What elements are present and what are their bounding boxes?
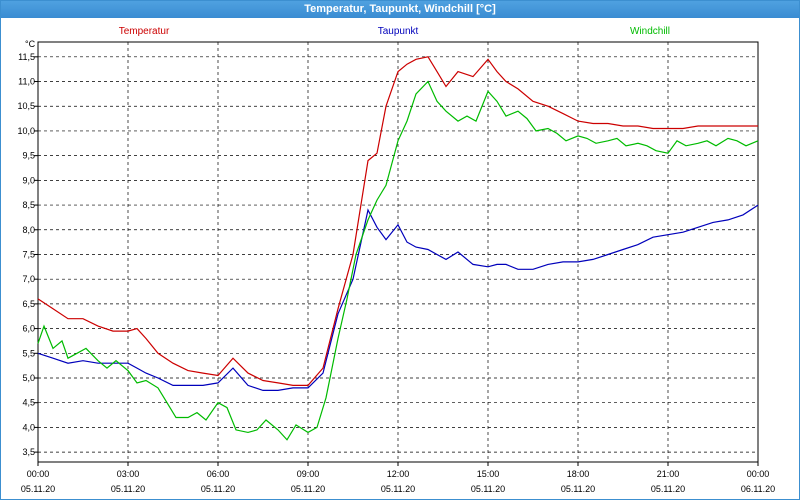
x-tick-time-label: 03:00 [117, 469, 140, 479]
y-tick-label: 3,5 [22, 447, 35, 457]
x-tick-time-label: 00:00 [747, 469, 770, 479]
series-line-temperatur [37, 56, 758, 386]
y-tick-label: 6,0 [22, 324, 35, 334]
x-tick-time-label: 12:00 [387, 469, 410, 479]
x-tick-time-label: 09:00 [297, 469, 320, 479]
x-tick-date-label: 06.11.20 [741, 484, 775, 494]
legend-label-temperatur: Temperatur [119, 26, 170, 37]
series-line-taupunkt [37, 204, 759, 391]
x-axis-ticks: 00:00 05.11.20 03:00 05.11.20 06:00 05.11.20 0… [21, 462, 775, 494]
y-axis-ticks: 3,5 4,0 4,5 5,0 5,5 6,0 6,5 7,0 7,5 8,0 8,5 9,0 9,5 1… [17, 52, 38, 457]
series-lines [37, 56, 759, 441]
y-tick-label: 7,0 [22, 274, 35, 284]
y-tick-label: 5,5 [22, 348, 35, 358]
y-tick-label: 4,0 [22, 422, 35, 432]
x-tick-date-label: 05.11.20 [201, 484, 235, 494]
x-tick-date-label: 05.11.20 [651, 484, 685, 494]
y-tick-label: 9,0 [22, 175, 35, 185]
y-tick-label: 9,5 [22, 151, 35, 161]
x-tick-time-label: 18:00 [567, 469, 590, 479]
legend: Temperatur Taupunkt Windchill [119, 26, 670, 37]
x-tick-date-label: 05.11.20 [561, 484, 595, 494]
x-tick-date-label: 05.11.20 [471, 484, 505, 494]
x-tick-date-label: 05.11.20 [381, 484, 415, 494]
y-tick-label: 11,5 [18, 52, 35, 62]
y-tick-label: 5,0 [22, 373, 35, 383]
y-tick-label: 7,5 [22, 249, 35, 259]
y-tick-label: 10,0 [17, 126, 35, 136]
x-tick-time-label: 06:00 [207, 469, 230, 479]
legend-label-taupunkt: Taupunkt [378, 26, 419, 37]
x-tick-date-label: 05.11.20 [111, 484, 145, 494]
y-tick-label: 10,5 [17, 101, 35, 111]
x-tick-time-label: 15:00 [477, 469, 500, 479]
window-title: Temperatur, Taupunkt, Windchill [°C] [1, 1, 799, 18]
y-tick-label: 8,0 [22, 225, 35, 235]
y-tick-label: 6,5 [22, 299, 35, 309]
y-axis-label: °C [25, 39, 36, 49]
y-tick-label: 11,0 [18, 77, 35, 87]
x-tick-date-label: 05.11.20 [21, 484, 55, 494]
legend-label-windchill: Windchill [630, 26, 670, 37]
x-tick-time-label: 00:00 [27, 469, 50, 479]
x-tick-date-label: 05.11.20 [291, 484, 325, 494]
grid-lines [38, 42, 758, 462]
series-line-windchill [37, 80, 759, 441]
x-tick-time-label: 21:00 [657, 469, 680, 479]
y-tick-label: 4,5 [22, 398, 35, 408]
y-tick-label: 8,5 [22, 200, 35, 210]
